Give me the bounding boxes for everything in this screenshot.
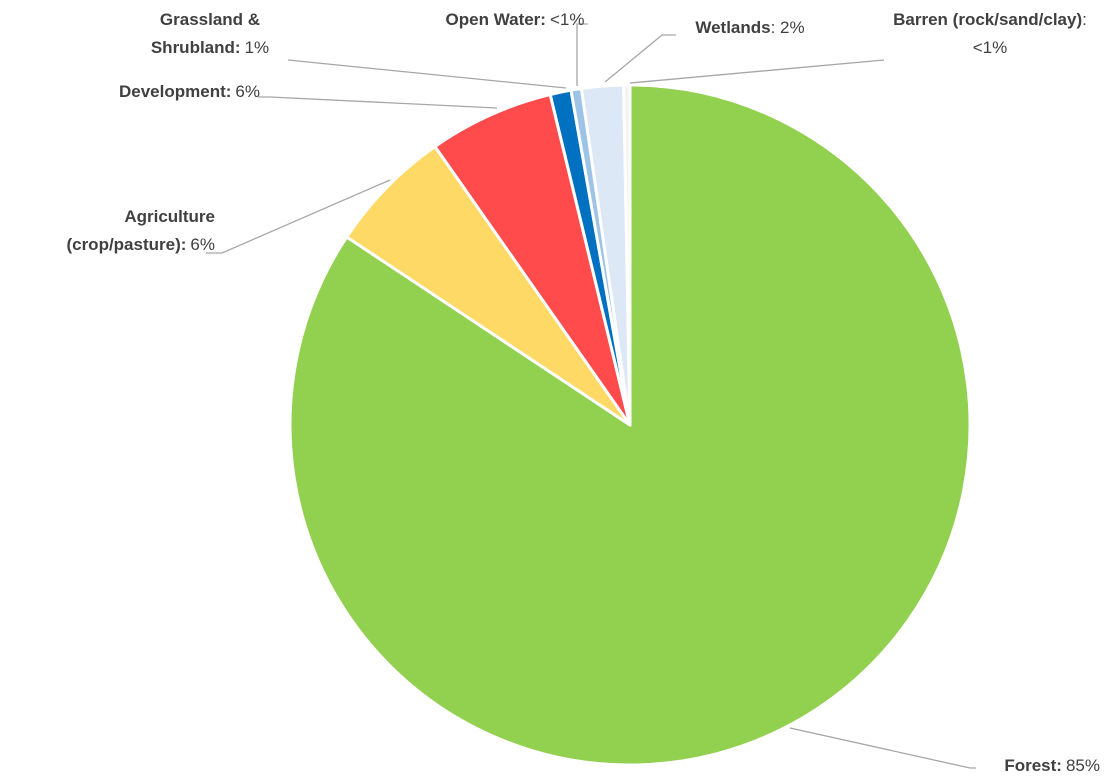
leader-line [789, 727, 976, 769]
leader-line [206, 179, 391, 254]
category-label: Development: [119, 82, 232, 101]
pie-slice [345, 144, 632, 427]
category-label: Barren (rock/sand/clay) [893, 10, 1083, 29]
category-label: Open Water: [445, 10, 546, 29]
pie [288, 83, 972, 767]
data-label: Wetlands: 2% [670, 14, 830, 42]
value-label: <1% [549, 10, 585, 29]
data-label: Development: 6% [60, 78, 260, 106]
data-label: Agriculture (crop/pasture): 6% [0, 203, 215, 259]
data-label: Barren (rock/sand/clay): <1% [875, 6, 1105, 62]
category-label: Forest: [1004, 756, 1062, 775]
value-label: 6% [235, 82, 260, 101]
pie-slice [433, 92, 632, 427]
data-label: Grassland & Shrubland: 1% [135, 6, 285, 62]
value-label: : 2% [770, 18, 805, 37]
category-label: Grassland & Shrubland: [150, 10, 261, 57]
leader-line [604, 34, 676, 83]
value-label: 1% [244, 38, 270, 57]
leader-line [576, 23, 588, 86]
value-label: 85% [1065, 756, 1100, 775]
category-label: Wetlands [695, 18, 771, 37]
value-label: 6% [190, 235, 215, 254]
data-label: Open Water: <1% [430, 6, 600, 34]
value-label: : <1% [972, 10, 1087, 57]
data-label: Forest: 85% [960, 752, 1100, 780]
leader-line [629, 59, 885, 84]
leader-line [287, 59, 567, 89]
category-label: Agriculture (crop/pasture): [66, 207, 215, 254]
pie-slice [622, 83, 632, 427]
leader-line [258, 96, 498, 109]
